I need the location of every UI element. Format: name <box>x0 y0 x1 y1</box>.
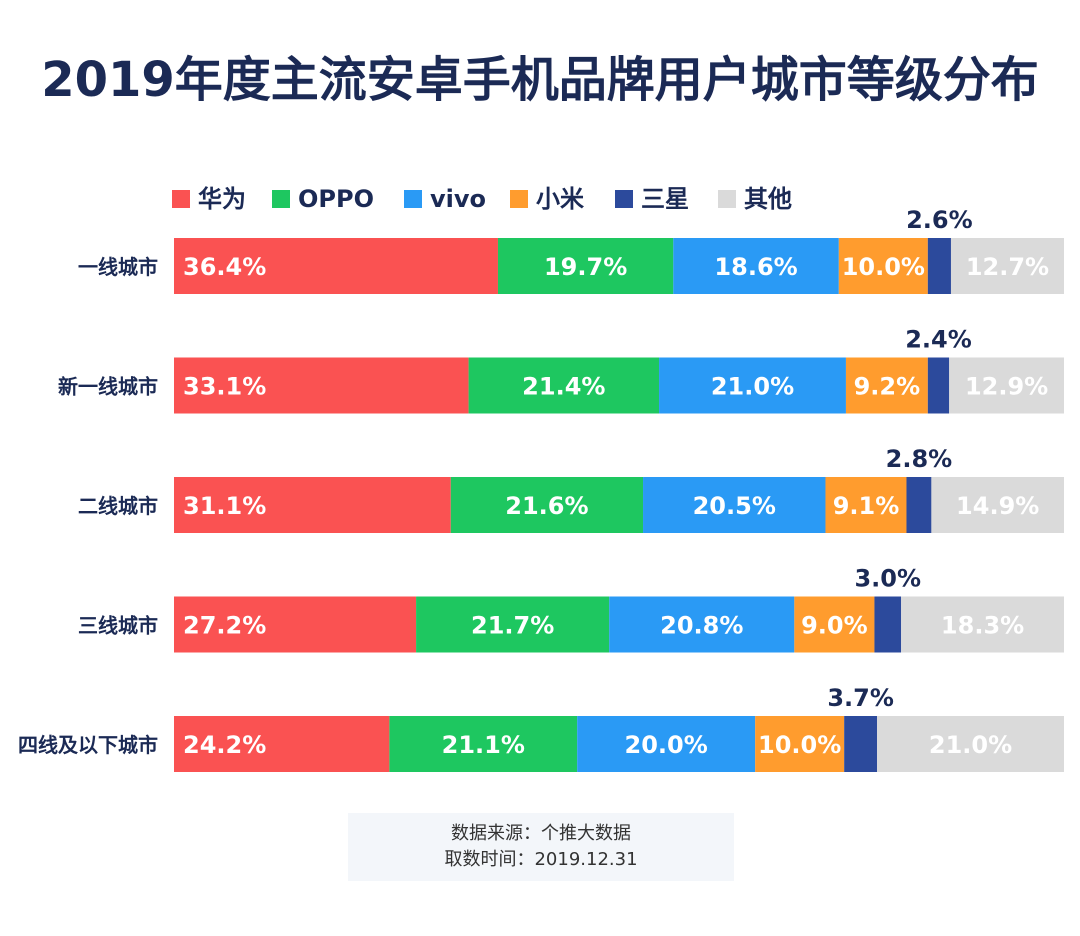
legend-label: 三星 <box>641 185 689 213</box>
bar-segment <box>643 477 826 533</box>
data-label: 10.0% <box>758 731 841 759</box>
data-label: 2.6% <box>906 206 973 234</box>
data-label: 27.2% <box>183 612 266 640</box>
data-label: 9.0% <box>801 612 868 640</box>
data-label: 33.1% <box>183 373 266 401</box>
bar-segment <box>794 596 875 653</box>
data-label: 31.1% <box>183 492 266 520</box>
data-label: 9.2% <box>854 373 921 401</box>
bar-segment <box>174 596 417 653</box>
data-label: 21.6% <box>505 492 588 520</box>
bar-segment <box>609 596 795 653</box>
bar-segment <box>927 238 951 294</box>
data-label: 2.4% <box>905 326 972 354</box>
legend-label: OPPO <box>298 185 374 213</box>
bar-segment <box>949 357 1064 414</box>
bar-segment <box>174 357 469 414</box>
bar-segment <box>927 357 950 414</box>
bar-segment <box>825 477 907 533</box>
bar-segment <box>931 477 1064 533</box>
data-label: 18.6% <box>714 253 797 281</box>
bar-segment <box>468 357 660 414</box>
data-label: 2.8% <box>886 445 953 473</box>
data-label: 21.0% <box>711 373 794 401</box>
legend-item: 华为 <box>172 185 246 213</box>
data-label: 20.5% <box>693 492 776 520</box>
bar-segment <box>577 716 756 772</box>
bar-segment <box>755 716 845 772</box>
bar-segment <box>845 357 928 414</box>
data-label: 21.1% <box>442 731 525 759</box>
bar-segment <box>174 238 498 294</box>
bar-segment <box>906 477 932 533</box>
bar-segment <box>901 596 1064 653</box>
date-line: 取数时间：2019.12.31 <box>444 849 638 870</box>
chart-title: 2019年度主流安卓手机品牌用户城市等级分布 <box>41 52 1039 108</box>
legend-label: 华为 <box>198 185 246 213</box>
legend-item: 其他 <box>718 185 792 213</box>
category-label: 二线城市 <box>78 494 158 518</box>
bar-segment <box>877 716 1064 772</box>
bar-segment <box>673 238 839 294</box>
data-label: 10.0% <box>842 253 925 281</box>
legend-label: vivo <box>430 185 486 213</box>
data-label: 3.7% <box>827 684 894 712</box>
bar-segment <box>450 477 644 533</box>
legend-item: vivo <box>404 185 486 213</box>
data-label: 14.9% <box>956 492 1039 520</box>
data-label: 9.1% <box>833 492 900 520</box>
bar-segment <box>874 596 902 653</box>
bar-segment <box>838 238 928 294</box>
legend-swatch <box>615 190 633 208</box>
data-label: 36.4% <box>183 253 266 281</box>
source-line: 数据来源：个推大数据 <box>451 823 631 844</box>
bar-segment <box>174 716 390 772</box>
data-label: 20.0% <box>625 731 708 759</box>
legend-swatch <box>510 190 528 208</box>
legend-swatch <box>272 190 290 208</box>
data-label: 21.7% <box>471 612 554 640</box>
bar-segment <box>416 596 610 653</box>
data-label: 24.2% <box>183 731 266 759</box>
bar-segment <box>950 238 1064 294</box>
data-label: 12.7% <box>966 253 1049 281</box>
bar-segment <box>844 716 878 772</box>
bar-segment <box>174 477 451 533</box>
category-label: 新一线城市 <box>58 375 158 399</box>
bar-segment <box>389 716 578 772</box>
source-note: 数据来源：个推大数据 取数时间：2019.12.31 <box>348 813 734 881</box>
legend-swatch <box>172 190 190 208</box>
data-label: 20.8% <box>660 612 743 640</box>
bar-segment <box>497 238 674 294</box>
data-label: 21.0% <box>929 731 1012 759</box>
legend-swatch <box>404 190 422 208</box>
category-label: 一线城市 <box>78 255 158 279</box>
legend-item: 三星 <box>615 185 689 213</box>
legend-item: 小米 <box>510 185 584 213</box>
data-label: 21.4% <box>522 373 605 401</box>
legend-swatch <box>718 190 736 208</box>
category-label: 四线及以下城市 <box>18 733 158 757</box>
bar-segment <box>659 357 846 414</box>
data-label: 12.9% <box>965 373 1048 401</box>
category-label: 三线城市 <box>78 614 158 638</box>
legend-label: 其他 <box>744 185 792 213</box>
data-label: 18.3% <box>941 612 1024 640</box>
legend-item: OPPO <box>272 185 374 213</box>
legend-label: 小米 <box>536 185 584 213</box>
data-label: 3.0% <box>854 565 921 593</box>
data-label: 19.7% <box>544 253 627 281</box>
